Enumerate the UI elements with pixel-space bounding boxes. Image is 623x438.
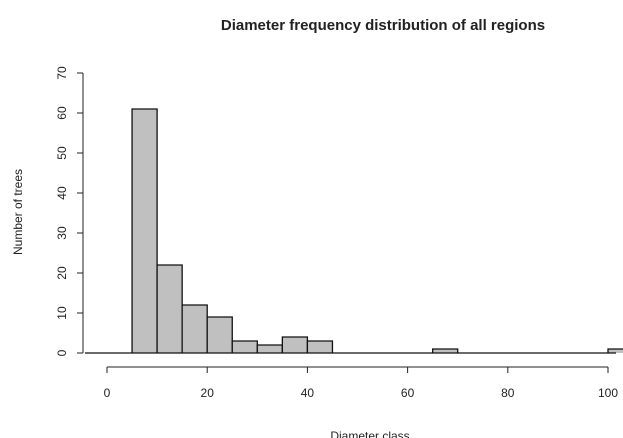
histogram-bar: [157, 265, 183, 353]
histogram-bar: [432, 349, 458, 353]
y-tick-label: 50: [55, 146, 69, 160]
y-axis: 0 10 20 30 40 50 60 70: [55, 66, 84, 356]
histogram-bar: [608, 349, 623, 353]
x-tick-label: 80: [501, 386, 515, 400]
histogram-bar: [132, 109, 158, 353]
histogram-bar-outline: [432, 348, 459, 353]
histogram-bar: [232, 341, 258, 353]
x-axis-label: Diameter class: [330, 429, 409, 438]
histogram-bar: [182, 305, 208, 353]
y-tick-label: 70: [55, 66, 69, 80]
histogram-bar-outline: [607, 348, 623, 353]
histogram-bar: [207, 317, 233, 353]
y-axis-label: Number of trees: [11, 169, 25, 255]
y-tick-label: 30: [55, 226, 69, 240]
x-tick-label: 40: [301, 386, 315, 400]
chart-title: Diameter frequency distribution of all r…: [221, 17, 545, 34]
histogram-bar: [282, 337, 308, 353]
y-tick-label: 20: [55, 266, 69, 280]
y-tick-label: 10: [55, 306, 69, 320]
histogram-bar-outline: [206, 316, 233, 353]
y-tick-label: 40: [55, 186, 69, 200]
x-tick-label: 20: [201, 386, 215, 400]
histogram-bar-outline: [131, 108, 158, 353]
x-tick-label: 0: [104, 386, 111, 400]
histogram-bar: [257, 345, 283, 353]
histogram-bar-outline: [306, 340, 334, 353]
y-tick-label: 0: [55, 349, 69, 356]
histogram-bars: [85, 108, 623, 354]
histogram-bar: [307, 341, 333, 353]
x-axis: 0 20 40 60 80 100: [104, 366, 618, 400]
x-tick-label: 60: [401, 386, 415, 400]
y-tick-label: 60: [55, 106, 69, 120]
x-tick-label: 100: [598, 386, 618, 400]
